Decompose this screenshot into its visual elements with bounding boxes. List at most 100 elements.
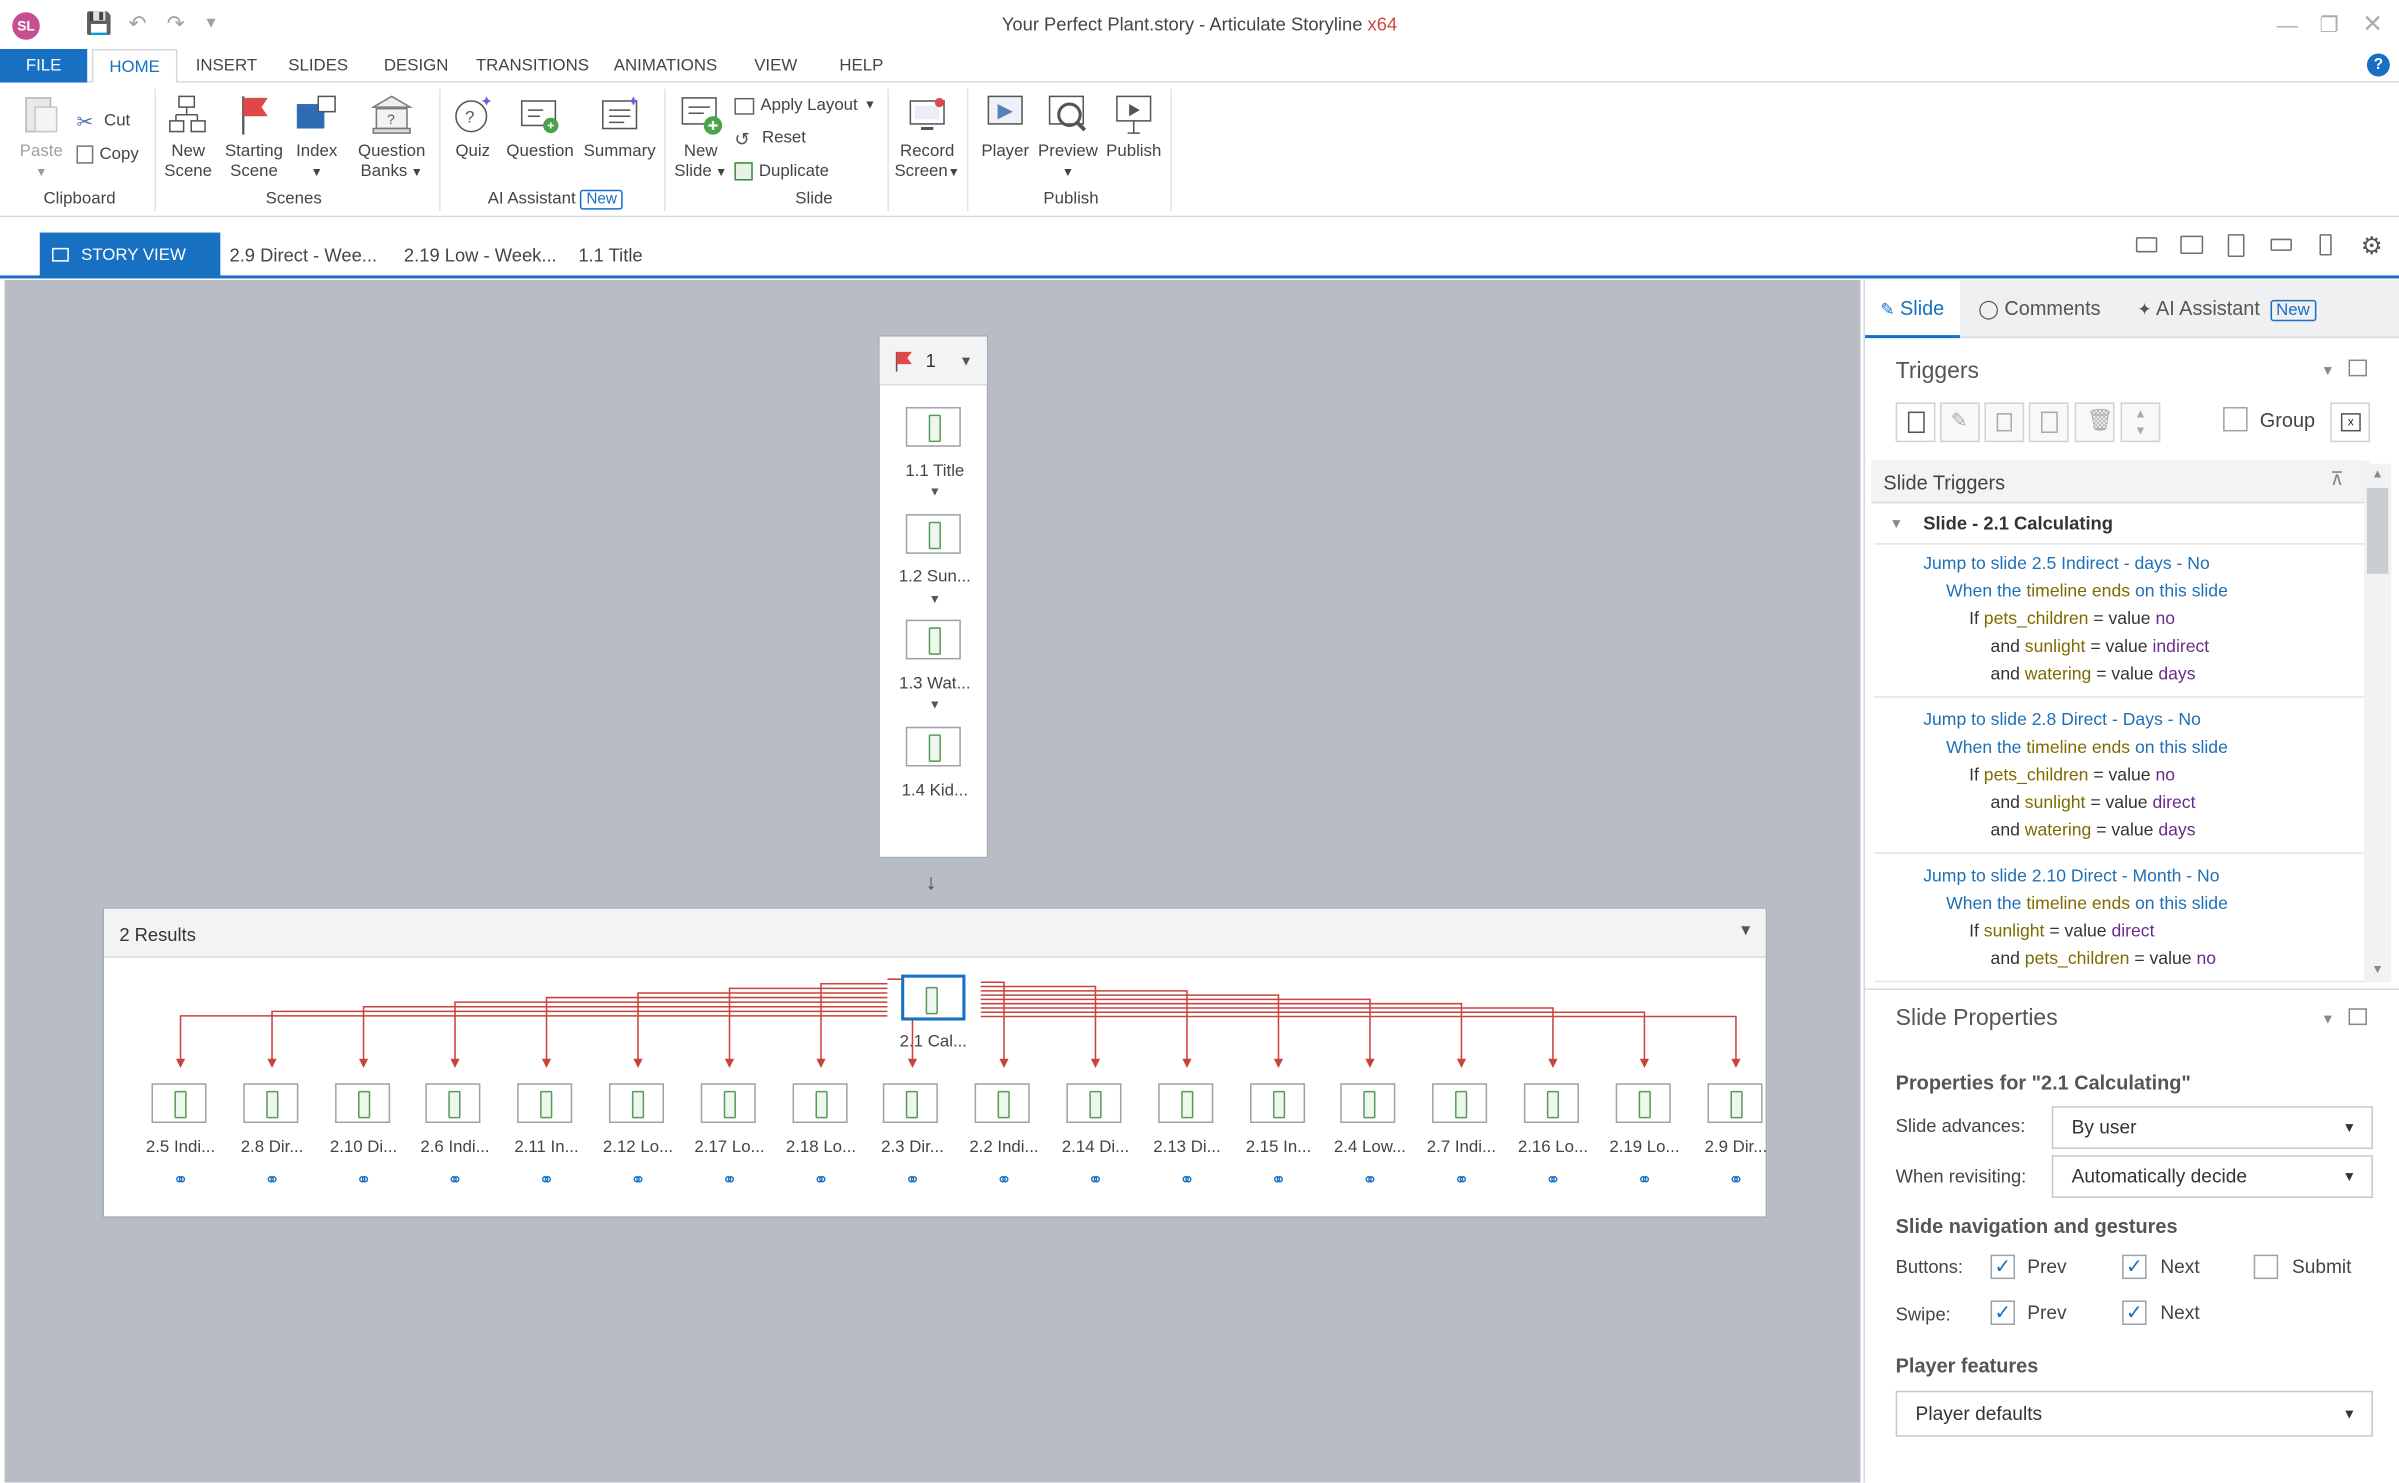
copy-trigger-button[interactable] (1984, 402, 2025, 443)
paste-button[interactable]: Paste ▼ (15, 92, 67, 182)
result-slide-thumb[interactable] (334, 1083, 390, 1124)
link-icon[interactable]: ⚭ (996, 1168, 1012, 1191)
result-slide-thumb[interactable] (425, 1083, 482, 1124)
result-slide-thumb[interactable] (1066, 1083, 1122, 1124)
gear-icon[interactable]: ⚙ (2360, 234, 2383, 261)
open-tab-slide-2-19[interactable]: 2.19 Low - Week... (403, 244, 557, 267)
trigger-condition[interactable]: and watering = value days (1991, 822, 2196, 840)
move-trigger-button[interactable]: ▲ ▼ (2120, 402, 2161, 443)
link-icon[interactable]: ⚭ (721, 1168, 738, 1191)
link-icon[interactable]: ⚭ (538, 1168, 555, 1191)
phone-landscape-view-icon[interactable] (2270, 238, 2292, 251)
scene-1[interactable]: 1 ▼ 1.1 Title ▼ 1.2 Sun... ▼ 1.3 Wat... … (878, 335, 989, 859)
scene-2[interactable]: 2 Results ▼ 2.1 Cal... 2.5 Indi... ⚭ 2.8 D… (102, 907, 1767, 1218)
chevron-down-icon[interactable]: ▼ (2321, 1011, 2335, 1027)
trigger-condition[interactable]: and pets_children = value no (1991, 950, 2217, 968)
index-button[interactable]: Index ▼ (291, 92, 343, 182)
result-slide-thumb[interactable] (974, 1083, 1030, 1124)
result-slide-thumb[interactable] (700, 1083, 756, 1124)
result-slide-thumb[interactable] (1615, 1083, 1671, 1124)
link-icon[interactable]: ⚭ (1728, 1168, 1744, 1191)
result-slide-thumb[interactable] (1523, 1083, 1579, 1124)
slide-thumb-1-1[interactable] (905, 406, 961, 447)
result-slide-thumb[interactable] (791, 1083, 847, 1124)
tab-animations[interactable]: ANIMATIONS (613, 56, 718, 75)
tab-help[interactable]: HELP (839, 56, 884, 75)
trigger-condition[interactable]: and sunlight = value indirect (1991, 638, 2210, 656)
paste-trigger-button[interactable] (2028, 402, 2069, 443)
link-icon[interactable]: ⚭ (355, 1168, 372, 1191)
tab-ai-assistant[interactable]: ✦ AI Assistant New (2137, 280, 2382, 338)
slide-thumb-1-4[interactable] (905, 726, 961, 767)
phone-portrait-view-icon[interactable] (2319, 234, 2332, 256)
trigger-condition[interactable]: and watering = value days (1991, 666, 2196, 684)
result-slide-thumb[interactable] (1249, 1083, 1305, 1124)
trigger-condition[interactable]: and sunlight = value direct (1991, 794, 2196, 812)
copy-button[interactable]: Copy (76, 142, 139, 166)
swipe-prev-checkbox[interactable]: ✓ (1990, 1300, 2016, 1325)
chevron-down-icon[interactable]: ▼ (2321, 362, 2335, 378)
buttons-prev-checkbox[interactable]: ✓ (1990, 1254, 2016, 1280)
tab-slides[interactable]: SLIDES (288, 56, 349, 75)
slide-thumb-1-2[interactable] (905, 514, 961, 554)
result-slide-thumb[interactable] (242, 1083, 299, 1124)
trigger-when[interactable]: When the timeline ends on this slide (1946, 895, 2228, 913)
open-tab-slide-1-1[interactable]: 1.1 Title (578, 244, 643, 267)
reset-button[interactable]: ↺ Reset (734, 125, 806, 150)
tab-insert[interactable]: INSERT (195, 56, 258, 75)
buttons-next-checkbox[interactable]: ✓ (2122, 1254, 2147, 1280)
tab-transitions[interactable]: TRANSITIONS (475, 56, 590, 75)
link-icon[interactable]: ⚭ (1087, 1168, 1104, 1191)
slide-thumb-1-3[interactable] (905, 619, 961, 660)
minimize-icon[interactable]: — (2276, 12, 2299, 37)
scroll-up-icon[interactable]: ▲ (2371, 466, 2384, 481)
when-revisiting-select[interactable]: Automatically decide ▼ (2051, 1155, 2374, 1198)
starting-scene-button[interactable]: Starting Scene (220, 92, 287, 182)
float-panel-icon[interactable] (2348, 1008, 2367, 1026)
trigger-condition[interactable]: If sunlight = value direct (1969, 923, 2154, 941)
trigger-action[interactable]: Jump to slide 2.8 Direct - Days - No (1923, 711, 2201, 729)
delete-trigger-button[interactable]: 🗑 (2074, 402, 2115, 443)
restore-icon[interactable]: ❐ (2319, 12, 2339, 37)
story-view-tab[interactable]: STORY VIEW (39, 232, 221, 279)
link-icon[interactable]: ⚭ (1270, 1168, 1287, 1191)
tab-file[interactable]: FILE (0, 48, 88, 83)
tablet-portrait-view-icon[interactable] (2227, 234, 2245, 258)
tab-home[interactable]: HOME (91, 48, 178, 85)
trigger-action[interactable]: Jump to slide 2.10 Direct - Month - No (1923, 868, 2219, 886)
link-icon[interactable]: ⚭ (447, 1168, 463, 1191)
result-slide-thumb[interactable] (1706, 1083, 1762, 1124)
result-slide-thumb[interactable] (1432, 1083, 1488, 1124)
result-slide-thumb[interactable] (1340, 1083, 1396, 1124)
collapse-all-icon[interactable]: ⊼ (2330, 468, 2344, 490)
result-slide-thumb[interactable] (883, 1083, 939, 1124)
quiz-button[interactable]: ? Quiz (447, 92, 499, 162)
new-slide-button[interactable]: New Slide ▼ (673, 92, 728, 182)
link-icon[interactable]: ⚭ (1362, 1168, 1378, 1191)
duplicate-button[interactable]: Duplicate (734, 159, 829, 183)
save-icon[interactable]: 💾 (85, 10, 113, 36)
desktop-view-icon[interactable] (2135, 237, 2158, 253)
link-icon[interactable]: ⚭ (1636, 1168, 1653, 1191)
undo-icon[interactable]: ↶ (128, 10, 147, 36)
record-screen-button[interactable]: Record Screen▼ (894, 92, 961, 182)
float-panel-icon[interactable] (2348, 359, 2367, 377)
link-icon[interactable]: ⚭ (1179, 1168, 1195, 1191)
apply-layout-button[interactable]: Apply Layout ▼ (734, 93, 876, 117)
cut-button[interactable]: ✂ Cut (77, 109, 131, 133)
trigger-when[interactable]: When the timeline ends on this slide (1946, 583, 2228, 601)
edit-trigger-button[interactable]: ✎ (1940, 402, 1980, 443)
summary-button[interactable]: Summary (581, 92, 658, 162)
link-icon[interactable]: ⚭ (904, 1168, 921, 1191)
open-tab-slide-2-9[interactable]: 2.9 Direct - Wee... (229, 244, 378, 267)
chevron-down-icon[interactable]: ▼ (959, 353, 973, 369)
collapse-node-icon[interactable]: ▼ (1889, 515, 1904, 531)
tab-slide[interactable]: ✎ Slide (1865, 279, 1960, 339)
trigger-when[interactable]: When the timeline ends on this slide (1946, 739, 2228, 757)
link-icon[interactable]: ⚭ (1545, 1168, 1561, 1191)
new-scene-button[interactable]: New Scene (162, 92, 214, 182)
trigger-action[interactable]: Jump to slide 2.5 Indirect - days - No (1923, 555, 2210, 573)
tablet-landscape-view-icon[interactable] (2180, 235, 2204, 254)
scroll-down-icon[interactable]: ▼ (2371, 962, 2384, 977)
result-slide-thumb[interactable] (151, 1083, 207, 1124)
